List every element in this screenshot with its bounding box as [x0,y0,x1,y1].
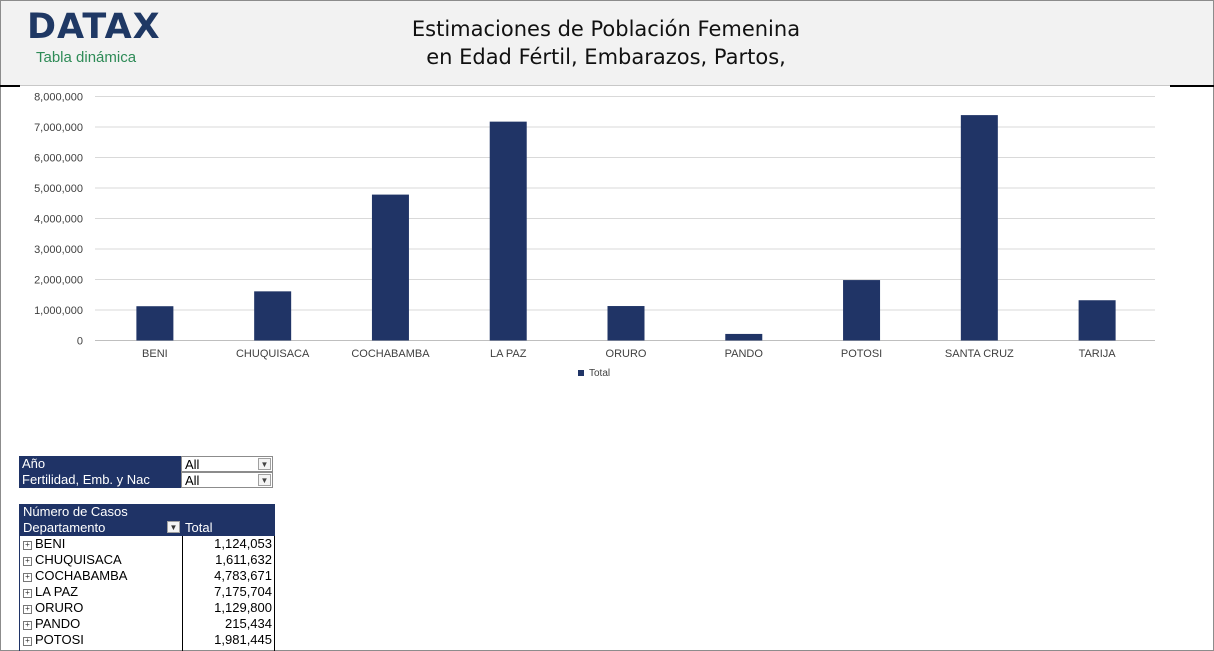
x-tick-label: ORURO [606,348,647,360]
x-tick-label: BENI [142,348,168,360]
row-label-cell: + BENI [20,536,182,552]
department-name: PANDO [35,616,81,631]
total-value: 7,175,704 [214,584,272,599]
y-tick-label: 4,000,000 [34,214,83,226]
report-subtitle: Tabla dinámica [36,49,137,66]
bar-cochabamba[interactable] [371,194,409,341]
department-name: POTOSI [35,632,84,647]
department-name: COCHABAMBA [35,568,128,583]
pivot-table: Número de Casos Departamento ▼ Total + BE… [19,504,276,651]
table-row: + PANDO 215,434 [20,616,275,632]
report-header: DATAX Tabla dinámica Estimaciones de Pob… [1,1,1213,86]
expand-icon[interactable]: + [23,557,32,566]
x-tick-label: SANTA CRUZ [945,348,1014,360]
filter-row-year: Año All ▼ [19,456,275,472]
value-header: Total [182,520,275,536]
y-tick-label: 8,000,000 [34,92,83,104]
filter-year-dropdown[interactable]: All ▼ [181,456,273,472]
filter-label: Fertilidad, Emb. y Nac [19,472,181,488]
y-tick-label: 5,000,000 [34,183,83,195]
dropdown-arrow-icon[interactable]: ▼ [258,458,271,470]
bar-pando[interactable] [725,333,763,341]
column-divider [182,536,183,651]
expand-icon[interactable]: + [23,637,32,646]
row-label-cell: + COCHABAMBA [20,568,182,584]
total-value: 1,611,632 [215,552,272,567]
table-row: + COCHABAMBA 4,783,671 [20,568,275,584]
table-row: + CHUQUISACA 1,611,632 [20,552,275,568]
bar-la-paz[interactable] [489,121,527,341]
pivot-filters: Año All ▼ Fertilidad, Emb. y Nac All ▼ [19,456,275,490]
table-row: + LA PAZ 7,175,704 [20,584,275,600]
bar-tarija[interactable] [1078,300,1116,341]
expand-icon[interactable]: + [23,621,32,630]
filter-value: All [185,473,200,488]
pivot-header-row-2: Departamento ▼ Total [20,520,275,536]
total-value: 215,434 [225,616,272,631]
filter-label: Año [19,456,181,472]
header-blank [182,504,275,520]
bar-chart[interactable]: 0 1,000,000 2,000,000 3,000,000 4,000,000 5,0… [0,88,1214,388]
legend-swatch [578,370,584,376]
x-tick-label: LA PAZ [490,348,527,360]
table-row: + BENI 1,124,053 [20,536,275,552]
expand-icon[interactable]: + [23,605,32,614]
header-rule-right [1170,85,1214,87]
x-tick-label: TARIJA [1079,348,1117,360]
department-name: CHUQUISACA [35,552,122,567]
row-label-cell: + CHUQUISACA [20,552,182,568]
report-title: Estimaciones de Población Femenina en Ed… [301,15,911,71]
bar-oruro[interactable] [607,306,645,341]
legend-label: Total [589,368,610,379]
filter-value: All [185,457,200,472]
total-value: 1,981,445 [214,632,272,647]
bar-chuquisaca[interactable] [254,291,292,341]
measure-label: Número de Casos [20,504,182,520]
bar-santa-cruz[interactable] [960,115,998,341]
row-field-header[interactable]: Departamento ▼ [20,520,182,536]
total-value: 1,129,800 [214,600,272,615]
x-tick-label: COCHABAMBA [351,348,430,360]
filter-row-category: Fertilidad, Emb. y Nac All ▼ [19,472,275,488]
dropdown-arrow-icon[interactable]: ▼ [258,474,271,486]
department-name: ORURO [35,600,84,615]
row-label-cell: + LA PAZ [20,584,182,600]
title-line-1: Estimaciones de Población Femenina [411,17,801,41]
y-tick-label: 1,000,000 [34,305,83,317]
x-tick-label: CHUQUISACA [236,348,310,360]
bar-beni[interactable] [136,306,174,341]
bar-potosi[interactable] [843,280,881,341]
title-line-2: en Edad Fértil, Embarazos, Partos, [426,45,786,69]
department-name: BENI [35,536,66,551]
expand-icon[interactable]: + [23,589,32,598]
datax-logo: DATAX [27,7,161,47]
expand-icon[interactable]: + [23,541,32,550]
department-name: LA PAZ [35,584,79,599]
y-tick-label: 3,000,000 [34,244,83,256]
y-tick-label: 7,000,000 [34,122,83,134]
x-tick-label: PANDO [725,348,764,360]
pivot-header-row-1: Número de Casos [20,504,275,520]
expand-icon[interactable]: + [23,573,32,582]
y-tick-label: 2,000,000 [34,275,83,287]
total-value: 4,783,671 [214,568,272,583]
row-field-label: Departamento [23,520,106,535]
filter-dropdown-icon[interactable]: ▼ [167,521,180,533]
row-label-cell: + ORURO [20,600,182,616]
x-tick-label: POTOSI [841,348,882,360]
table-row: + POTOSI 1,981,445 [20,632,275,648]
y-tick-label: 0 [77,336,83,348]
right-border [274,536,275,651]
header-rule-left [0,85,20,87]
table-row: + ORURO 1,129,800 [20,600,275,616]
row-label-cell: + POTOSI [20,632,182,648]
total-value: 1,124,053 [214,536,272,551]
y-tick-label: 6,000,000 [34,153,83,165]
row-label-cell: + PANDO [20,616,182,632]
filter-category-dropdown[interactable]: All ▼ [181,472,273,488]
